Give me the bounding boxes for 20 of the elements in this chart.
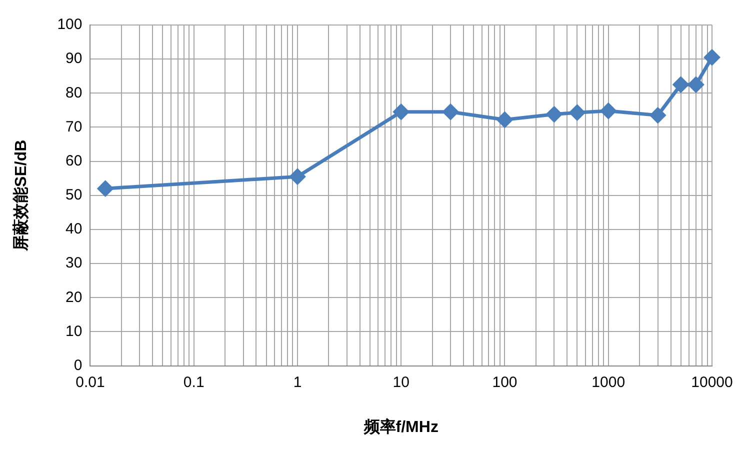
x-tick-label: 1 [293, 374, 302, 391]
y-tick-label: 80 [66, 84, 82, 102]
y-tick-label: 0 [74, 356, 82, 374]
x-axis-title: 频率f/MHz [362, 416, 438, 436]
x-tick-label: 100 [492, 374, 518, 391]
y-tick-label: 70 [66, 118, 82, 136]
y-tick-label: 40 [66, 220, 82, 238]
y-tick-label: 10 [66, 322, 82, 340]
y-tick-label: 20 [66, 288, 82, 306]
x-tick-label: 10000 [691, 374, 733, 391]
x-tick-label: 0.1 [183, 374, 204, 391]
x-tick-label: 0.01 [76, 374, 105, 391]
x-tick-label: 10 [392, 374, 410, 391]
y-axis-title: 屏蔽效能SE/dB [12, 140, 30, 252]
y-tick-label: 90 [66, 50, 82, 68]
y-tick-label: 100 [57, 16, 82, 34]
y-tick-label: 30 [66, 254, 82, 272]
x-tick-label: 1000 [592, 374, 626, 391]
y-tick-label: 50 [66, 186, 82, 204]
y-tick-label: 60 [66, 152, 82, 170]
